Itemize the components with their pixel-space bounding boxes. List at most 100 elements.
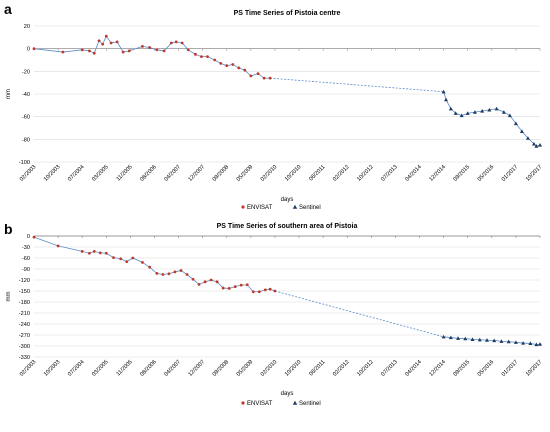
- data-point-envisat: [131, 256, 135, 260]
- x-tick-label: 06/2011: [308, 164, 326, 182]
- data-point-envisat: [239, 283, 243, 287]
- series-line-envisat: [33, 35, 271, 79]
- data-point-sentinel: [521, 341, 526, 345]
- x-tick-label: 10/2010: [284, 359, 303, 378]
- data-point-envisat: [80, 48, 84, 52]
- x-tick-label: 09/2015: [453, 164, 472, 183]
- x-tick-label: 07/2013: [380, 164, 399, 183]
- data-point-sentinel: [494, 106, 499, 111]
- data-point-envisat: [97, 39, 101, 43]
- data-point-envisat: [155, 272, 159, 275]
- data-point-envisat: [88, 251, 91, 255]
- series-connector-dashed: [274, 290, 444, 338]
- data-point-envisat: [249, 74, 253, 78]
- data-point-envisat: [256, 72, 260, 75]
- x-tick-label: 07/2013: [380, 359, 399, 378]
- x-tick-label: 04/2007: [163, 359, 182, 378]
- data-point-envisat: [243, 68, 247, 72]
- y-tick-label: -330: [19, 355, 30, 361]
- legend-marker-sentinel: [292, 204, 298, 209]
- data-point-envisat: [141, 45, 144, 48]
- x-tick-label: 11/2005: [116, 359, 134, 377]
- data-point-sentinel: [525, 136, 530, 140]
- data-point-sentinel: [487, 107, 492, 112]
- x-tick-label: 11/2005: [116, 164, 134, 182]
- data-point-sentinel: [513, 121, 518, 126]
- y-tick-label: -100: [19, 160, 30, 166]
- x-tick-label: 12/2007: [188, 359, 207, 378]
- legend-label-sentinel: Sentinel: [299, 205, 321, 211]
- data-point-envisat: [104, 34, 108, 38]
- data-point-envisat: [32, 235, 36, 239]
- data-point-envisat: [155, 48, 159, 52]
- chart-panel-a: a PS Time Series of Pistoia centre 20 0 -20 -…: [4, 1, 543, 211]
- data-point-sentinel: [506, 339, 511, 344]
- chart-title: PS Time Series of Pistoia centre: [234, 10, 341, 17]
- y-tick-label: -20: [22, 69, 30, 75]
- x-tick-label: 10/2012: [356, 359, 375, 378]
- x-axis-label: days: [281, 391, 294, 397]
- data-point-sentinel: [538, 143, 542, 147]
- data-point-envisat: [179, 269, 183, 272]
- x-tick-label: 08/2006: [139, 164, 158, 183]
- data-point-sentinel: [441, 89, 446, 94]
- data-point-envisat: [127, 49, 131, 53]
- x-tick-label: 03/2005: [91, 164, 110, 183]
- data-point-sentinel: [448, 106, 453, 111]
- data-point-envisat: [173, 270, 177, 274]
- x-tick-label: 02/2010: [260, 359, 279, 378]
- legend-marker-envisat: [241, 401, 245, 405]
- data-point-sentinel: [538, 342, 542, 346]
- data-point-sentinel: [501, 110, 506, 114]
- data-point-sentinel: [441, 334, 446, 339]
- data-point-envisat: [231, 63, 235, 66]
- y-tick-label: 0: [27, 234, 30, 240]
- data-point-envisat: [121, 50, 125, 54]
- data-point-envisat: [245, 283, 249, 287]
- data-point-envisat: [225, 64, 229, 68]
- legend: ENVISAT Sentinel: [241, 400, 321, 407]
- x-tick-label: 05/2009: [236, 164, 255, 183]
- data-point-envisat: [227, 287, 231, 290]
- y-tick-label: -270: [19, 333, 30, 339]
- data-point-envisat: [112, 256, 115, 260]
- legend-label-envisat: ENVISAT: [247, 401, 273, 407]
- data-point-envisat: [88, 49, 91, 53]
- x-tick-label: 10/2003: [43, 164, 62, 183]
- panel-letter: a: [4, 1, 12, 17]
- data-point-envisat: [141, 261, 144, 264]
- x-tick-label: 12/2007: [188, 164, 207, 183]
- data-point-envisat: [169, 41, 173, 45]
- data-point-sentinel: [465, 111, 470, 115]
- data-point-envisat: [92, 51, 96, 55]
- data-point-sentinel: [463, 336, 468, 341]
- data-point-sentinel: [492, 338, 497, 343]
- data-point-envisat: [200, 55, 203, 58]
- data-point-envisat: [119, 257, 123, 261]
- x-axis-label: days: [281, 197, 294, 203]
- data-point-envisat: [237, 66, 241, 70]
- y-tick-label: 0: [27, 47, 30, 53]
- data-point-envisat: [92, 250, 96, 253]
- data-point-envisat: [251, 290, 255, 294]
- data-point-envisat: [209, 278, 213, 282]
- data-point-envisat: [186, 48, 190, 52]
- x-tick-label: 06/2011: [308, 359, 326, 377]
- data-point-envisat: [257, 290, 261, 294]
- data-point-sentinel: [448, 335, 453, 340]
- data-point-envisat: [115, 40, 119, 44]
- y-tick-label: -60: [22, 115, 30, 121]
- y-tick-label: 20: [24, 24, 30, 30]
- data-point-sentinel: [470, 337, 475, 341]
- data-point-envisat: [221, 286, 225, 290]
- y-tick-label: -90: [22, 267, 30, 273]
- x-tick-label: 12/2014: [428, 359, 447, 378]
- x-tick-label: 02/2003: [19, 359, 38, 378]
- data-point-envisat: [213, 58, 217, 62]
- panel-letter: b: [4, 221, 13, 237]
- y-tick-label: -80: [22, 137, 30, 143]
- data-point-envisat: [215, 280, 219, 284]
- data-point-envisat: [203, 280, 207, 284]
- data-point-sentinel: [513, 340, 518, 344]
